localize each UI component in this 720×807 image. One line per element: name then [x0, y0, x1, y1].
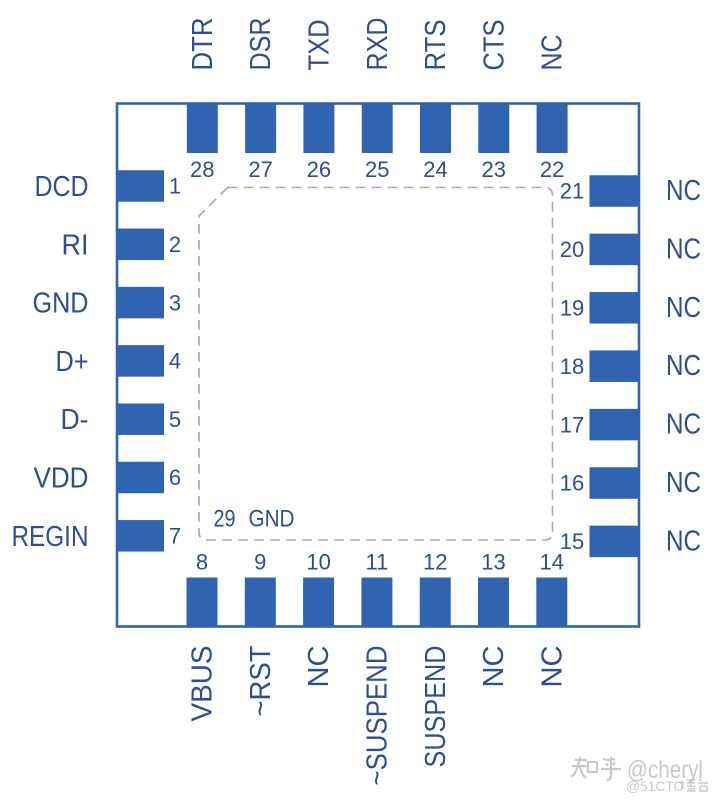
svg-text:NC: NC [666, 467, 701, 499]
svg-text:DSR: DSR [245, 18, 277, 71]
svg-text:NC: NC [537, 35, 569, 71]
svg-text:26: 26 [307, 157, 331, 182]
svg-text:GND: GND [249, 506, 295, 533]
svg-text:17: 17 [560, 412, 584, 437]
svg-text:NC: NC [666, 292, 701, 324]
svg-text:15: 15 [560, 529, 584, 554]
svg-text:25: 25 [365, 157, 389, 182]
svg-text:23: 23 [482, 157, 506, 182]
svg-text:SUSPEND: SUSPEND [420, 646, 452, 768]
svg-text:@51CTO: @51CTO [628, 781, 686, 796]
svg-text:RI: RI [62, 229, 89, 261]
svg-text:16: 16 [560, 471, 584, 496]
svg-text:13: 13 [481, 550, 505, 575]
svg-text:NC: NC [303, 646, 335, 688]
svg-text:DTR: DTR [187, 18, 219, 71]
svg-text:21: 21 [560, 179, 584, 204]
svg-text:2: 2 [169, 232, 181, 257]
svg-text:10: 10 [306, 550, 330, 575]
svg-text:4: 4 [169, 349, 181, 374]
svg-text:27: 27 [248, 157, 272, 182]
svg-text:24: 24 [423, 157, 447, 182]
svg-text:5: 5 [169, 407, 181, 432]
svg-text:@51CTO: @51CTO [626, 779, 684, 794]
svg-text:RTS: RTS [420, 20, 452, 71]
svg-text:1: 1 [169, 174, 181, 199]
svg-text:VBUS: VBUS [187, 646, 219, 722]
svg-text:NC: NC [666, 350, 701, 382]
svg-text:VDD: VDD [34, 463, 89, 495]
svg-text:NC: NC [666, 525, 701, 557]
svg-text:DCD: DCD [35, 171, 89, 203]
svg-text:9: 9 [254, 550, 266, 575]
svg-text:NC: NC [666, 233, 701, 265]
svg-text:3: 3 [169, 290, 181, 315]
svg-text:NC: NC [666, 409, 701, 441]
svg-text:11: 11 [365, 550, 388, 575]
svg-text:6: 6 [169, 465, 181, 490]
svg-text:19: 19 [560, 296, 584, 321]
svg-text:RXD: RXD [362, 18, 394, 71]
svg-text:12: 12 [423, 550, 447, 575]
svg-text:28: 28 [190, 157, 214, 182]
svg-text:~SUSPEND: ~SUSPEND [362, 646, 394, 786]
svg-text:NC: NC [536, 646, 568, 688]
svg-text:D-: D- [61, 404, 89, 436]
svg-text:NC: NC [478, 646, 510, 688]
svg-text:TXD: TXD [304, 20, 336, 71]
svg-text:NC: NC [666, 175, 701, 207]
svg-text:CTS: CTS [478, 19, 510, 70]
svg-text:29: 29 [214, 506, 236, 533]
svg-text:22: 22 [540, 157, 564, 182]
svg-text:20: 20 [560, 237, 584, 262]
svg-text:~RST: ~RST [245, 645, 277, 716]
svg-text:8: 8 [196, 550, 208, 575]
svg-text:7: 7 [169, 524, 181, 549]
svg-text:GND: GND [33, 288, 89, 320]
svg-text:18: 18 [560, 354, 584, 379]
svg-text:D+: D+ [56, 346, 89, 378]
svg-text:14: 14 [540, 550, 564, 575]
svg-text:REGIN: REGIN [12, 521, 89, 553]
